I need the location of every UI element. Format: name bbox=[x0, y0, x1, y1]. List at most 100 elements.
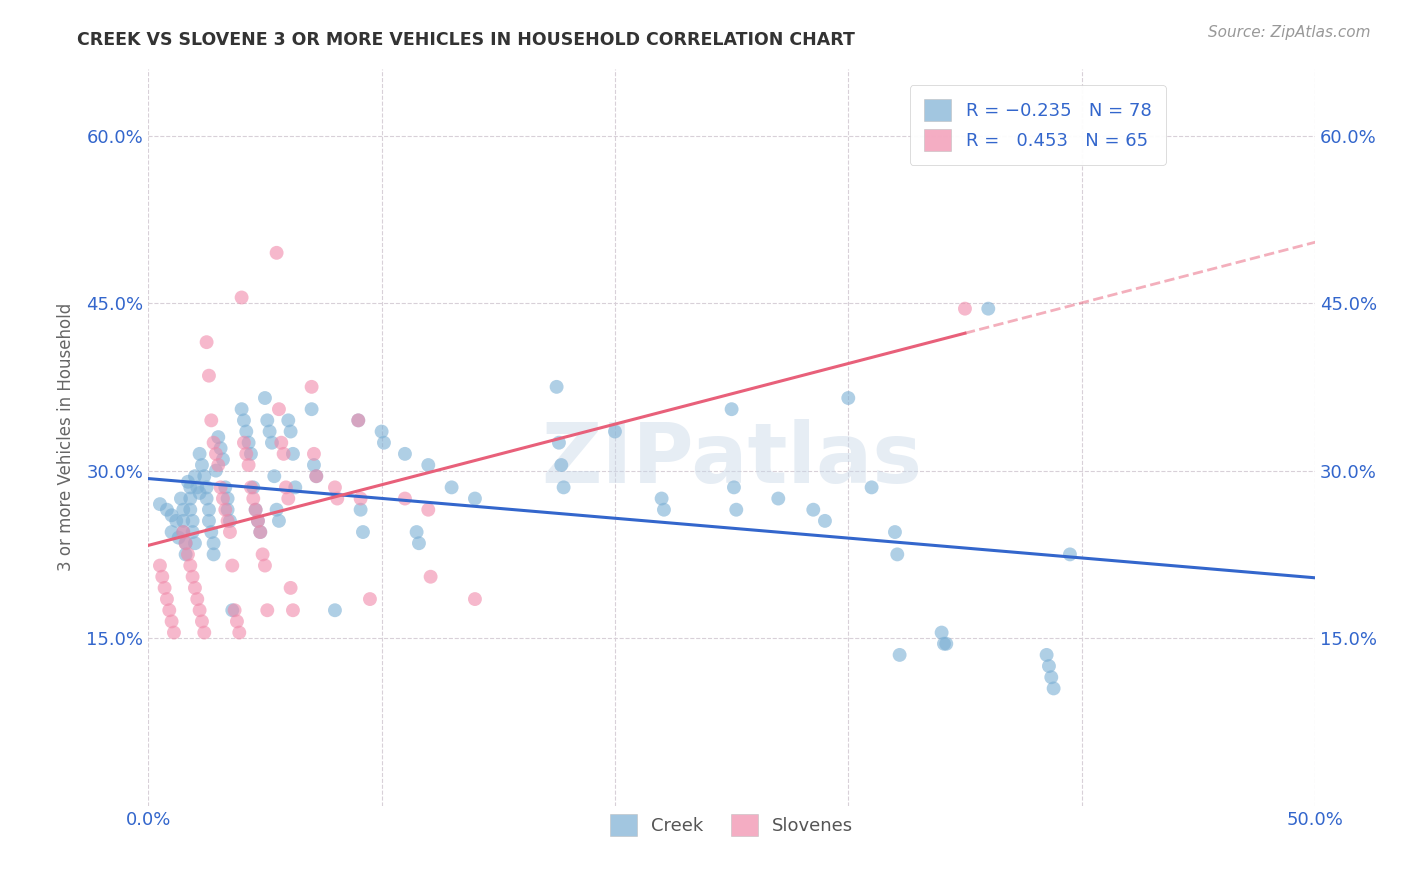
Point bbox=[305, 469, 328, 483]
Point bbox=[347, 413, 370, 427]
Point bbox=[419, 570, 441, 584]
Point bbox=[886, 548, 908, 562]
Point bbox=[153, 581, 176, 595]
Point bbox=[217, 514, 239, 528]
Point bbox=[205, 447, 228, 461]
Point bbox=[373, 435, 395, 450]
Point bbox=[349, 502, 371, 516]
Point bbox=[188, 603, 211, 617]
Point bbox=[889, 648, 911, 662]
Point bbox=[177, 548, 200, 562]
Point bbox=[181, 524, 204, 539]
Point bbox=[548, 435, 571, 450]
Point bbox=[259, 425, 281, 439]
Point bbox=[224, 603, 246, 617]
Point bbox=[267, 402, 290, 417]
Point bbox=[233, 435, 256, 450]
Point bbox=[198, 514, 221, 528]
Point bbox=[801, 502, 824, 516]
Point bbox=[214, 502, 236, 516]
Point bbox=[546, 380, 568, 394]
Point bbox=[149, 558, 172, 573]
Point bbox=[349, 491, 371, 506]
Point bbox=[174, 536, 197, 550]
Point bbox=[273, 447, 295, 461]
Point bbox=[212, 491, 235, 506]
Point bbox=[245, 502, 267, 516]
Point bbox=[235, 425, 257, 439]
Point bbox=[267, 514, 290, 528]
Point bbox=[172, 502, 194, 516]
Point bbox=[932, 637, 955, 651]
Point bbox=[284, 480, 307, 494]
Point bbox=[394, 491, 416, 506]
Point bbox=[238, 435, 260, 450]
Point bbox=[217, 491, 239, 506]
Point bbox=[174, 548, 197, 562]
Point bbox=[160, 508, 183, 523]
Point bbox=[256, 413, 278, 427]
Point bbox=[156, 592, 179, 607]
Point bbox=[198, 368, 221, 383]
Point bbox=[266, 502, 288, 516]
Point bbox=[1035, 648, 1057, 662]
Point bbox=[550, 458, 572, 472]
Point bbox=[193, 469, 215, 483]
Text: CREEK VS SLOVENE 3 OR MORE VEHICLES IN HOUSEHOLD CORRELATION CHART: CREEK VS SLOVENE 3 OR MORE VEHICLES IN H… bbox=[77, 31, 855, 49]
Point bbox=[157, 603, 180, 617]
Point bbox=[195, 335, 218, 350]
Point bbox=[221, 558, 243, 573]
Point bbox=[188, 486, 211, 500]
Point bbox=[165, 514, 187, 528]
Point bbox=[149, 497, 172, 511]
Point bbox=[725, 502, 748, 516]
Point bbox=[253, 558, 276, 573]
Point bbox=[209, 480, 232, 494]
Point bbox=[253, 391, 276, 405]
Point bbox=[394, 447, 416, 461]
Point bbox=[245, 502, 267, 516]
Point bbox=[837, 391, 859, 405]
Point bbox=[160, 524, 183, 539]
Point bbox=[884, 524, 907, 539]
Point bbox=[202, 548, 225, 562]
Point bbox=[184, 469, 207, 483]
Point bbox=[277, 491, 299, 506]
Point bbox=[202, 536, 225, 550]
Point bbox=[651, 491, 673, 506]
Point bbox=[214, 480, 236, 494]
Point bbox=[418, 458, 440, 472]
Point bbox=[172, 524, 194, 539]
Point bbox=[931, 625, 953, 640]
Point bbox=[207, 458, 229, 472]
Point bbox=[191, 615, 214, 629]
Point bbox=[200, 413, 222, 427]
Point bbox=[163, 625, 186, 640]
Point bbox=[179, 558, 201, 573]
Point bbox=[281, 603, 304, 617]
Point bbox=[408, 536, 430, 550]
Point bbox=[814, 514, 837, 528]
Point bbox=[195, 491, 218, 506]
Point bbox=[188, 447, 211, 461]
Point bbox=[177, 475, 200, 489]
Point bbox=[249, 524, 271, 539]
Point bbox=[205, 464, 228, 478]
Point bbox=[217, 502, 239, 516]
Point bbox=[256, 603, 278, 617]
Point bbox=[440, 480, 463, 494]
Point bbox=[242, 480, 264, 494]
Point bbox=[603, 425, 626, 439]
Point bbox=[238, 458, 260, 472]
Point bbox=[723, 480, 745, 494]
Point bbox=[977, 301, 1000, 316]
Point bbox=[172, 524, 194, 539]
Point bbox=[935, 637, 957, 651]
Point bbox=[246, 514, 269, 528]
Point bbox=[302, 458, 325, 472]
Point bbox=[212, 452, 235, 467]
Point bbox=[184, 581, 207, 595]
Point bbox=[252, 548, 274, 562]
Point bbox=[359, 592, 381, 607]
Point bbox=[347, 413, 370, 427]
